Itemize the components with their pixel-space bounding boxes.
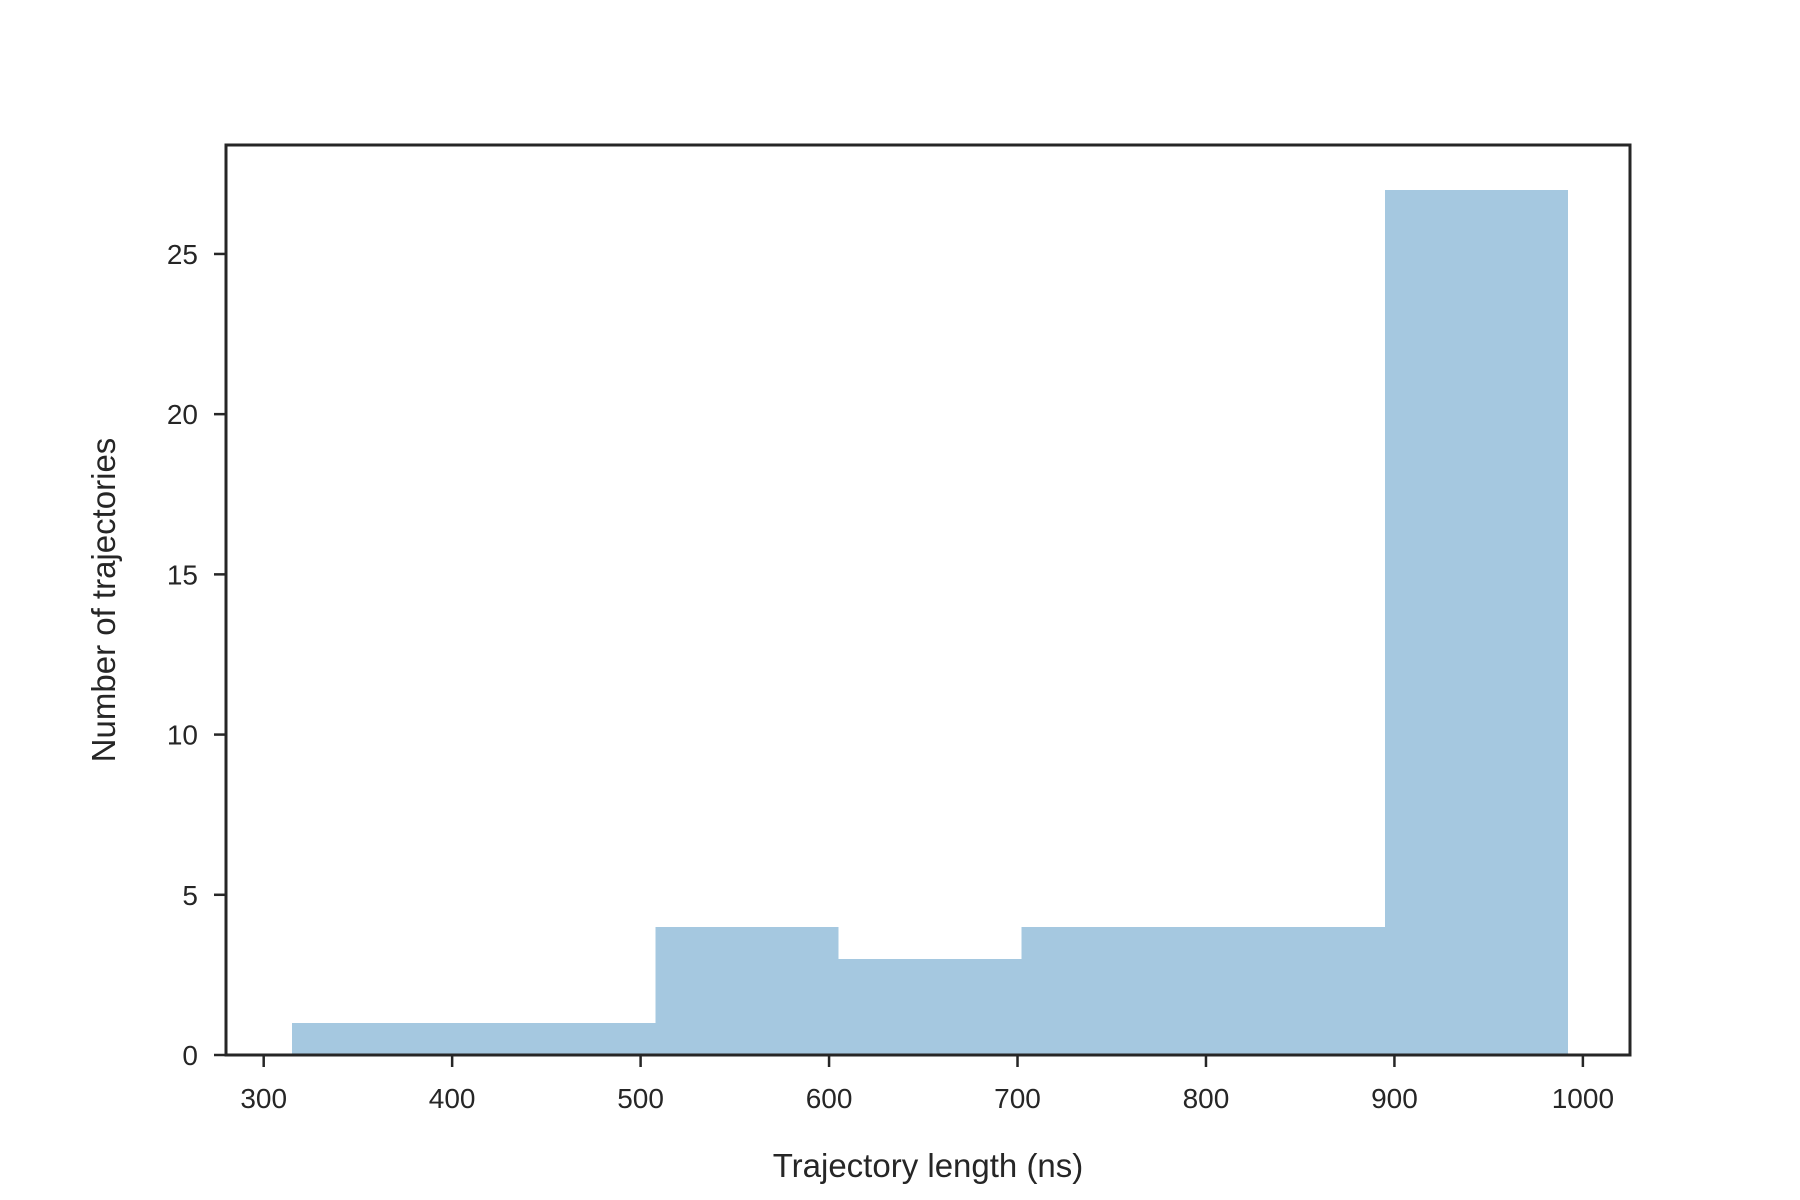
x-axis-label: Trajectory length (ns): [773, 1147, 1084, 1184]
x-tick-label-3: 600: [806, 1083, 853, 1114]
histogram-bar-0: [291, 1022, 656, 1055]
x-tick-label-1: 400: [429, 1083, 476, 1114]
x-tick-label-2: 500: [617, 1083, 664, 1114]
x-axis-ticks: 300 400 500 600 700 800 900 1000: [240, 1055, 1614, 1114]
histogram-bar-1: [655, 926, 839, 1055]
histogram-bar-2: [838, 958, 1022, 1055]
histogram-bar-4: [1385, 189, 1568, 1056]
y-tick-label-2: 10: [167, 720, 198, 751]
y-axis-label: Number of trajectories: [85, 438, 122, 763]
x-tick-label-0: 300: [240, 1083, 287, 1114]
x-tick-label-5: 800: [1183, 1083, 1230, 1114]
x-tick-label-7: 1000: [1552, 1083, 1614, 1114]
y-tick-label-3: 15: [167, 559, 198, 590]
bars-layer: [291, 189, 1568, 1056]
x-tick-label-6: 900: [1371, 1083, 1418, 1114]
y-axis-ticks: 0 5 10 15 20 25: [167, 239, 226, 1071]
histogram-bar-3: [1021, 926, 1386, 1055]
y-tick-label-1: 5: [182, 880, 198, 911]
y-tick-label-4: 20: [167, 399, 198, 430]
y-tick-label-5: 25: [167, 239, 198, 270]
y-tick-label-0: 0: [182, 1040, 198, 1071]
plot-frame: [224, 143, 1632, 1057]
x-tick-label-4: 700: [994, 1083, 1041, 1114]
